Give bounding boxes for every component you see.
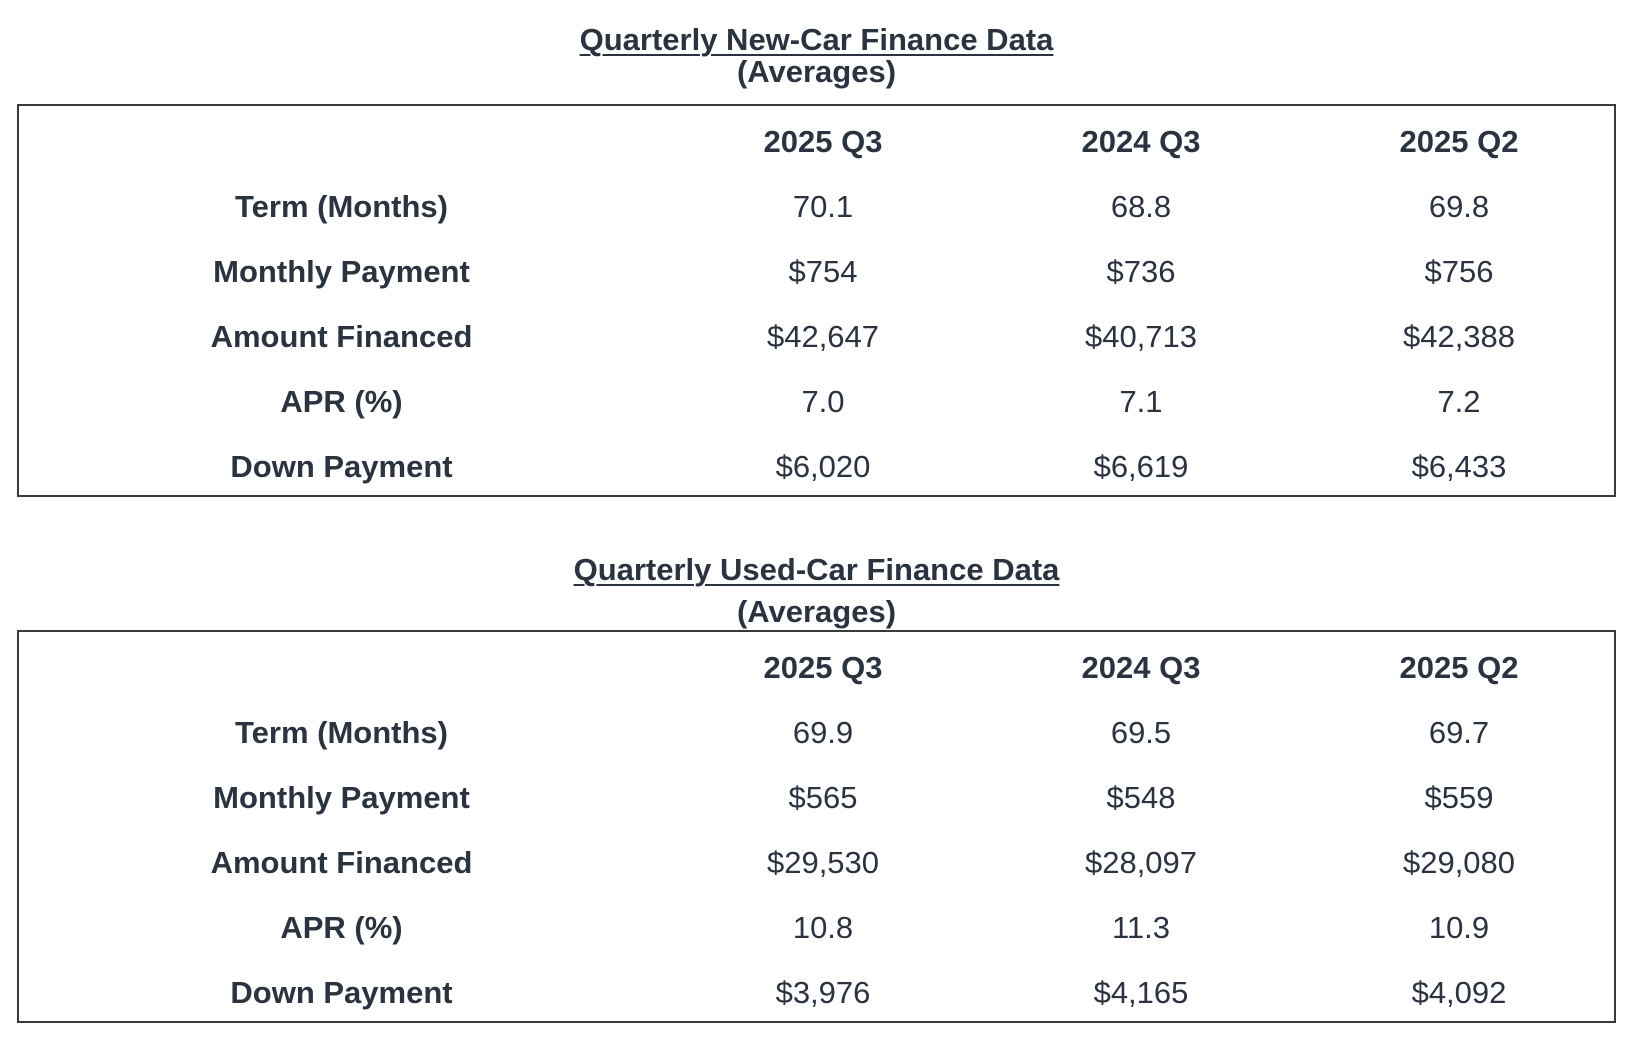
cell-value: 7.1 [1119, 383, 1163, 419]
header-2025-q3: 2025 Q3 [763, 649, 883, 685]
row-label-down-payment: Down Payment [230, 974, 453, 1010]
used-car-title: Quarterly Used-Car Finance Data [17, 552, 1616, 588]
row-label-down-payment: Down Payment [230, 448, 453, 484]
header-empty [19, 635, 664, 700]
cell-value: 69.5 [1110, 714, 1172, 750]
cell-value: $42,647 [766, 318, 880, 354]
header-2025-q3: 2025 Q3 [763, 123, 883, 159]
cell-value: $736 [1106, 253, 1176, 289]
table-header-row: 2025 Q3 2024 Q3 2025 Q2 [19, 109, 1618, 174]
cell-value: $548 [1106, 779, 1176, 815]
cell-value: $754 [788, 253, 858, 289]
cell-value: $4,165 [1093, 974, 1189, 1010]
cell-value: 10.9 [1428, 909, 1490, 945]
table-row: Down Payment $3,976 $4,165 $4,092 [19, 960, 1618, 1025]
header-2025-q2: 2025 Q2 [1399, 649, 1519, 685]
new-car-table-box: 2025 Q3 2024 Q3 2025 Q2 Term (Months) 70… [17, 104, 1616, 497]
used-car-title-text: Quarterly Used-Car Finance Data [573, 552, 1060, 587]
table-row: Amount Financed $29,530 $28,097 $29,080 [19, 830, 1618, 895]
row-label-term: Term (Months) [235, 714, 448, 750]
cell-value: 7.2 [1437, 383, 1481, 419]
new-car-subtitle: (Averages) [736, 54, 897, 89]
row-label-apr: APR (%) [280, 383, 403, 419]
used-car-subtitle: (Averages) [736, 594, 897, 629]
cell-value: $6,433 [1411, 448, 1507, 484]
row-label-term: Term (Months) [235, 188, 448, 224]
table-row: Down Payment $6,020 $6,619 $6,433 [19, 434, 1618, 499]
cell-value: $40,713 [1084, 318, 1198, 354]
table-row: APR (%) 7.0 7.1 7.2 [19, 369, 1618, 434]
table-row: APR (%) 10.8 11.3 10.9 [19, 895, 1618, 960]
cell-value: $559 [1424, 779, 1494, 815]
cell-value: $42,388 [1402, 318, 1516, 354]
row-label-monthly-payment: Monthly Payment [213, 253, 470, 289]
cell-value: 69.7 [1428, 714, 1490, 750]
row-label-amount-financed: Amount Financed [210, 318, 473, 354]
cell-value: 69.9 [792, 714, 854, 750]
cell-value: $565 [788, 779, 858, 815]
table-row: Monthly Payment $565 $548 $559 [19, 765, 1618, 830]
new-car-table: 2025 Q3 2024 Q3 2025 Q2 Term (Months) 70… [19, 109, 1618, 499]
cell-value: $28,097 [1084, 844, 1198, 880]
header-empty [19, 109, 664, 174]
used-car-table-box: 2025 Q3 2024 Q3 2025 Q2 Term (Months) 69… [17, 630, 1616, 1023]
new-car-title: Quarterly New-Car Finance Data [17, 22, 1616, 58]
header-2024-q3: 2024 Q3 [1081, 123, 1201, 159]
header-2025-q2: 2025 Q2 [1399, 123, 1519, 159]
table-row: Term (Months) 69.9 69.5 69.7 [19, 700, 1618, 765]
table-row: Term (Months) 70.1 68.8 69.8 [19, 174, 1618, 239]
cell-value: $3,976 [775, 974, 871, 1010]
cell-value: $6,020 [775, 448, 871, 484]
cell-value: 11.3 [1111, 909, 1171, 945]
cell-value: $29,080 [1402, 844, 1516, 880]
cell-value: $756 [1424, 253, 1494, 289]
cell-value: $6,619 [1093, 448, 1189, 484]
table-header-row: 2025 Q3 2024 Q3 2025 Q2 [19, 635, 1618, 700]
row-label-apr: APR (%) [280, 909, 403, 945]
header-2024-q3: 2024 Q3 [1081, 649, 1201, 685]
cell-value: 70.1 [792, 188, 854, 224]
cell-value: $4,092 [1411, 974, 1507, 1010]
cell-value: 7.0 [801, 383, 845, 419]
row-label-monthly-payment: Monthly Payment [213, 779, 470, 815]
used-car-table: 2025 Q3 2024 Q3 2025 Q2 Term (Months) 69… [19, 635, 1618, 1025]
cell-value: 10.8 [792, 909, 854, 945]
cell-value: $29,530 [766, 844, 880, 880]
table-row: Monthly Payment $754 $736 $756 [19, 239, 1618, 304]
cell-value: 68.8 [1110, 188, 1172, 224]
row-label-amount-financed: Amount Financed [210, 844, 473, 880]
table-row: Amount Financed $42,647 $40,713 $42,388 [19, 304, 1618, 369]
cell-value: 69.8 [1428, 188, 1490, 224]
new-car-title-text: Quarterly New-Car Finance Data [579, 22, 1054, 57]
